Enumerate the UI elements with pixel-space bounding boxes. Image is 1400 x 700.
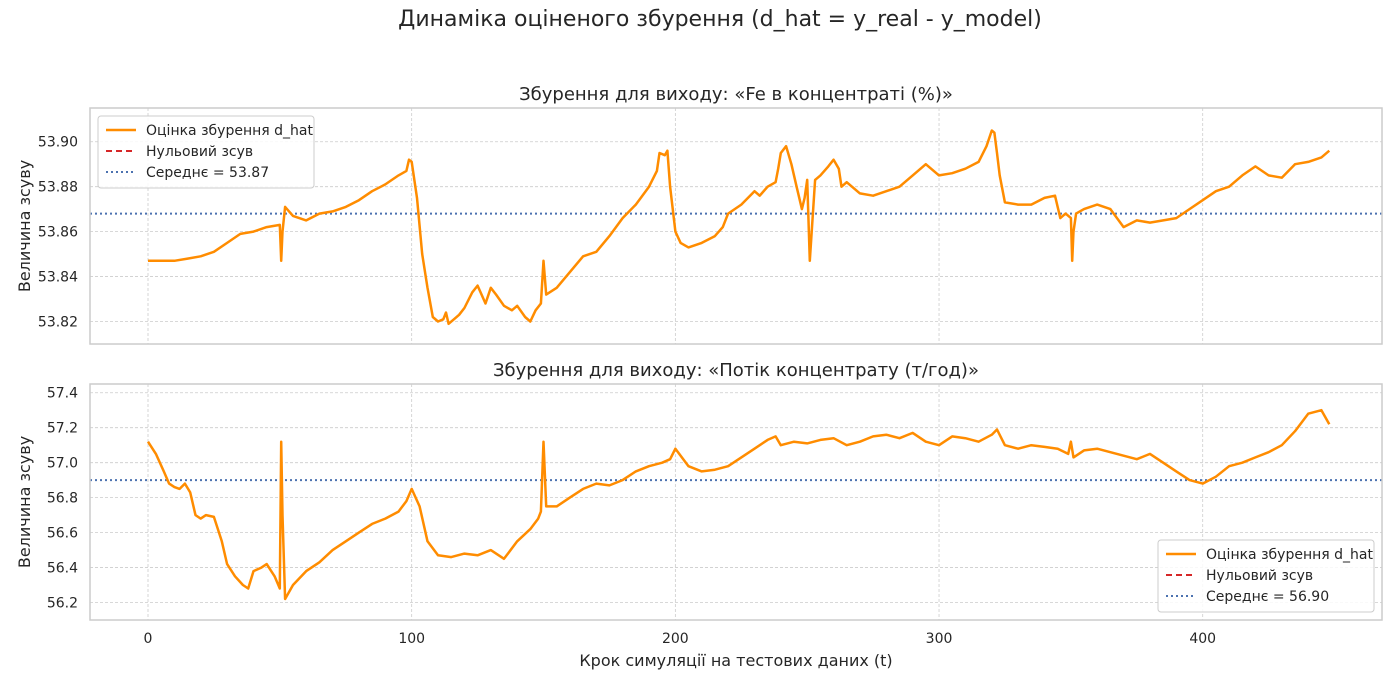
y-tick-label: 56.4: [47, 561, 78, 577]
y-tick-label: 53.86: [38, 225, 78, 241]
y-axis-label: Величина зсуву: [15, 160, 34, 292]
x-tick-label: 400: [1189, 631, 1216, 647]
axes-concentrate-flow: Збурення для виходу: «Потік концентрату …: [15, 360, 1383, 647]
legend-box: [97, 115, 315, 189]
legend-label: Нульовий зсув: [146, 144, 253, 160]
x-tick-label: 300: [926, 631, 953, 647]
series-line-d-hat: [148, 129, 1331, 326]
legend: Оцінка збурення d_hat Нульовий зсув Середн…: [1157, 539, 1375, 613]
y-tick-label: 53.84: [38, 270, 78, 286]
axes-frame: [89, 383, 1383, 621]
y-tick-label: 56.2: [47, 596, 78, 612]
axes-title: Збурення для виходу: «Потік концентрату …: [493, 360, 979, 381]
legend: Оцінка збурення d_hat Нульовий зсув Середн…: [97, 115, 315, 189]
axes-fe-concentrate: Збурення для виходу: «Fe в концентраті (…: [15, 84, 1383, 345]
y-tick-label: 57.4: [47, 386, 78, 402]
legend-label: Середнє = 56.90: [1206, 589, 1329, 605]
y-tick-label: 56.8: [47, 491, 78, 507]
y-tick-label: 56.6: [47, 526, 78, 542]
y-tick-label: 53.90: [38, 135, 78, 151]
legend-label: Оцінка збурення d_hat: [146, 123, 313, 139]
legend-label: Нульовий зсув: [1206, 568, 1313, 584]
x-tick-label: 0: [144, 631, 153, 647]
legend-label: Оцінка збурення d_hat: [1206, 547, 1373, 563]
y-tick-label: 53.82: [38, 315, 78, 331]
legend-box: [1157, 539, 1375, 613]
y-tick-label: 57.2: [47, 421, 78, 437]
x-tick-label: 100: [398, 631, 425, 647]
y-tick-label: 53.88: [38, 180, 78, 196]
y-axis-label: Величина зсуву: [15, 436, 34, 568]
series-line-d-hat: [146, 408, 1331, 601]
y-tick-label: 57.0: [47, 456, 78, 472]
figure-title: Динаміка оціненого збурення (d_hat = y_r…: [398, 7, 1042, 32]
x-tick-label: 200: [662, 631, 689, 647]
axes-frame: [89, 107, 1383, 345]
axes-title: Збурення для виходу: «Fe в концентраті (…: [519, 84, 953, 105]
x-axis-label: Крок симуляції на тестових даних (t): [579, 651, 892, 670]
legend-label: Середнє = 53.87: [146, 165, 269, 181]
